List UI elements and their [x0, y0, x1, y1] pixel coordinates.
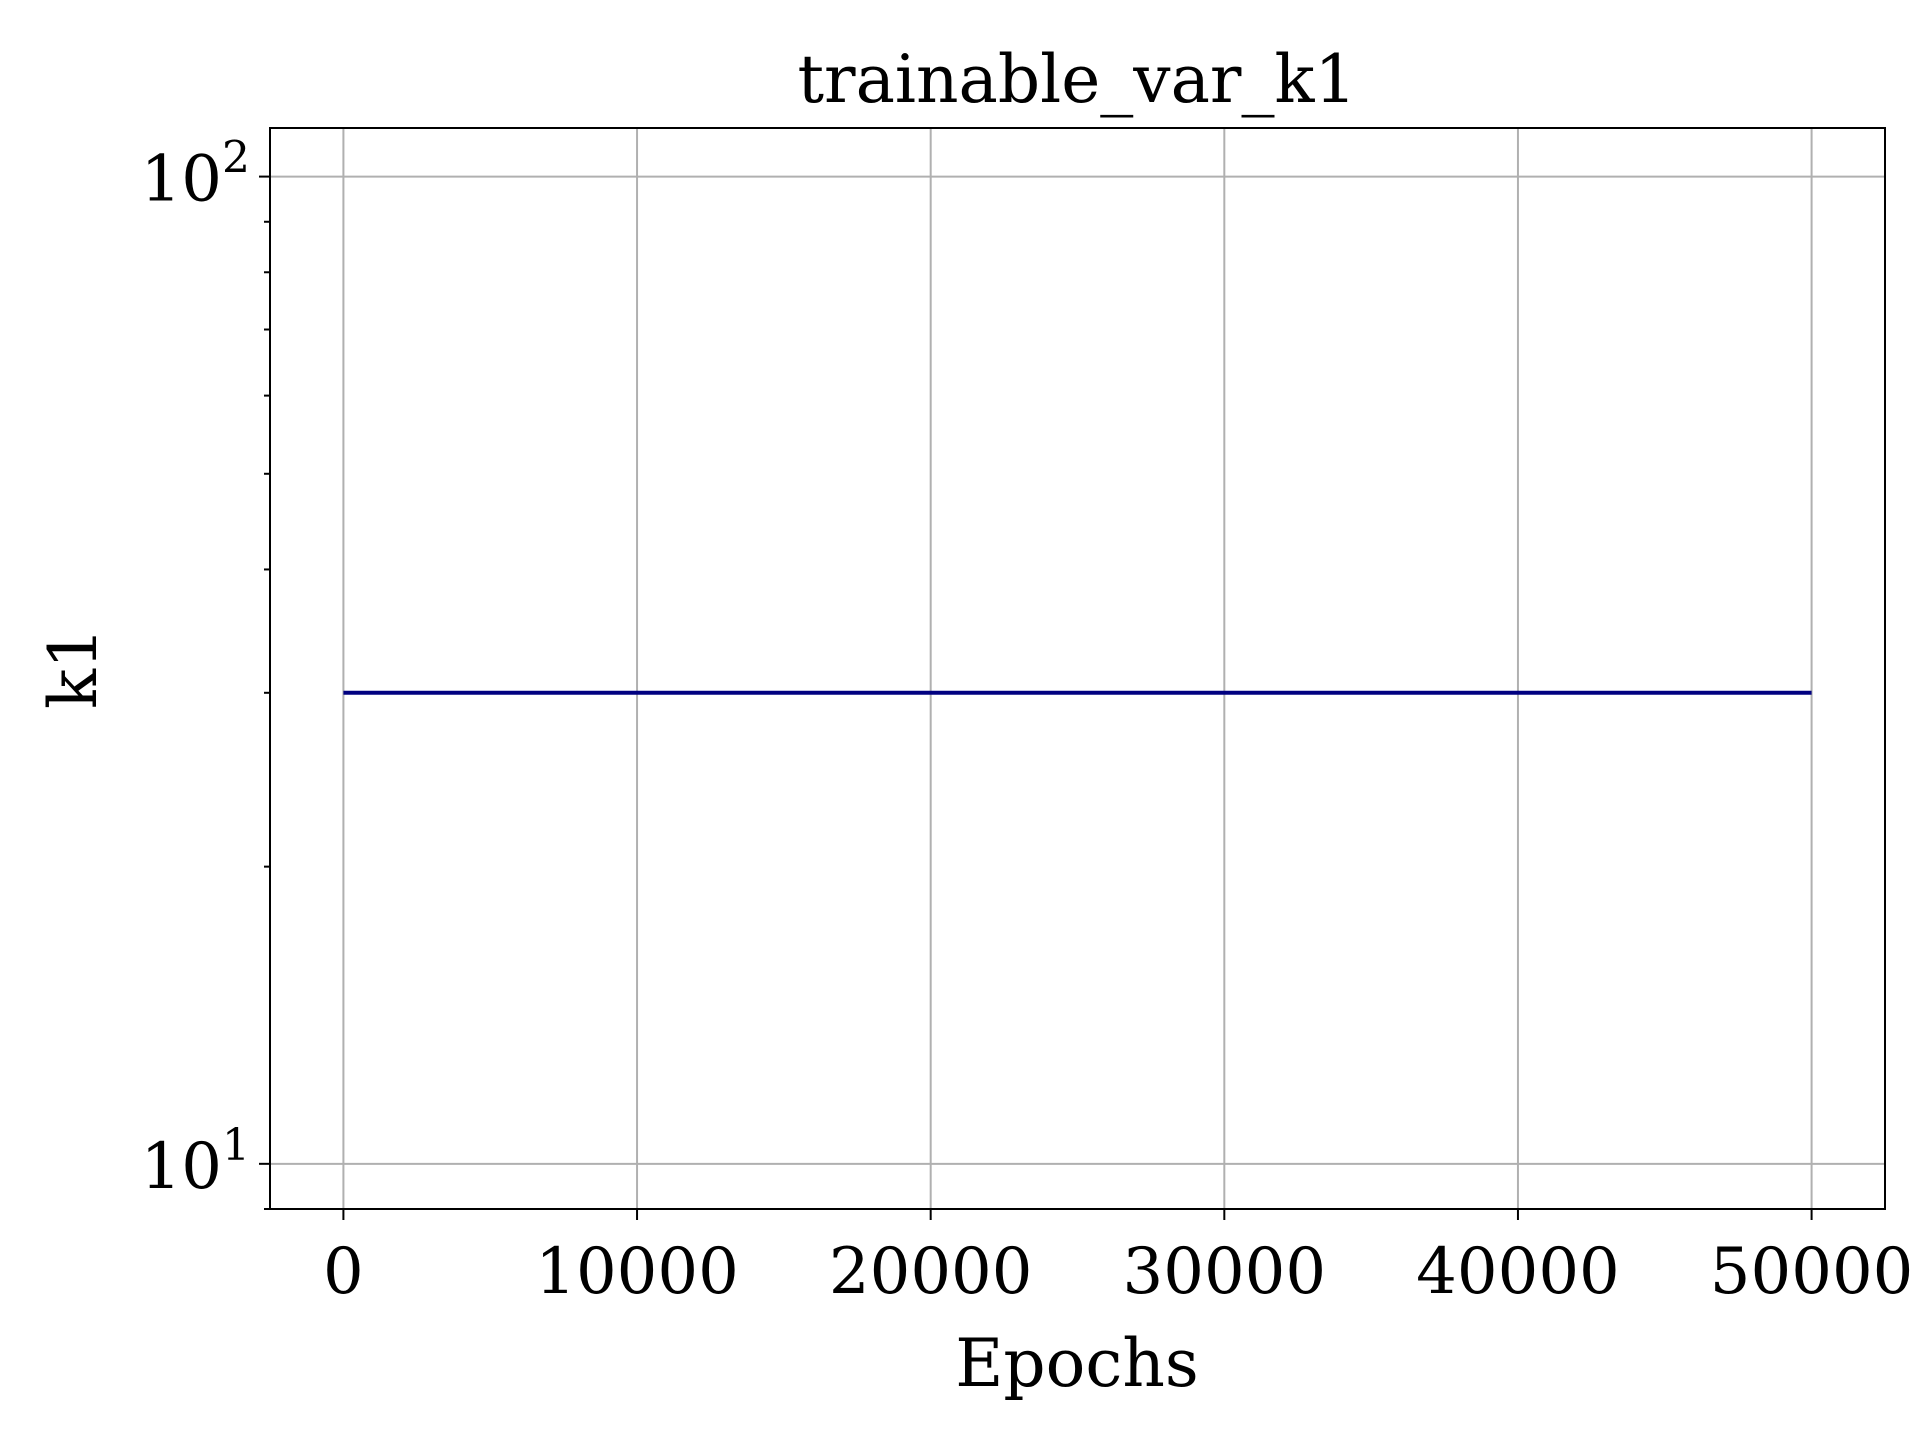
- label-layer: trainable_var_k1 Epochs k1: [35, 41, 1356, 1402]
- y-tick-label-exponent: 1: [222, 1120, 250, 1171]
- x-axis-label: Epochs: [955, 1325, 1199, 1402]
- y-tick-label: 102: [141, 133, 250, 217]
- x-tick-label: 20000: [829, 1235, 1033, 1309]
- y-tick-label: 101: [141, 1120, 250, 1204]
- plot-frame: [269, 127, 1886, 1210]
- chart-title: trainable_var_k1: [798, 41, 1357, 118]
- x-tick-label: 0: [323, 1235, 364, 1309]
- y-tick-label-base: 10: [141, 1130, 222, 1204]
- y-tick-label-exponent: 2: [222, 133, 250, 184]
- grid-layer: [270, 128, 1885, 1209]
- y-tick-label-base: 10: [141, 143, 222, 217]
- x-tick-label: 10000: [535, 1235, 739, 1309]
- x-tick-label: 30000: [1123, 1235, 1327, 1309]
- y-axis-label: k1: [35, 627, 112, 709]
- x-tick-label: 40000: [1416, 1235, 1620, 1309]
- x-tick-label: 50000: [1710, 1235, 1914, 1309]
